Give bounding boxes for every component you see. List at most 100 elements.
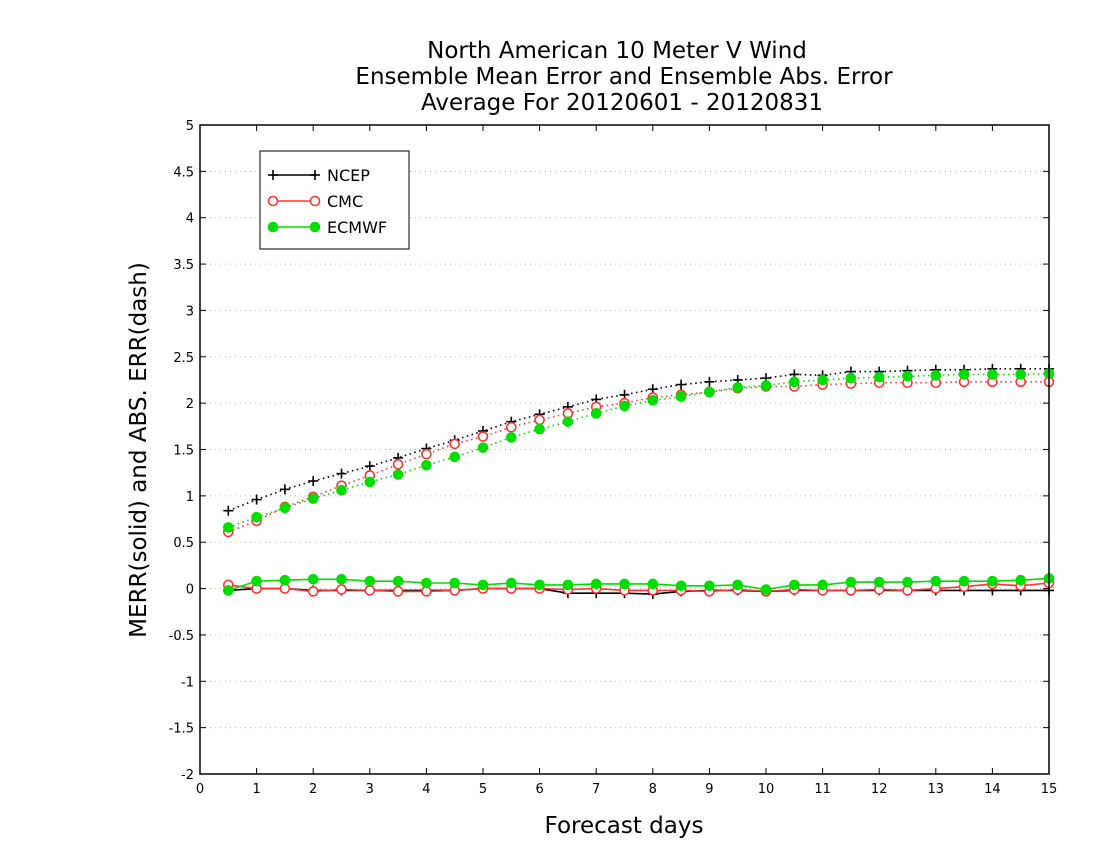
y-tick-label: 4: [186, 212, 194, 227]
y-tick-label: 3.5: [173, 258, 194, 273]
x-tick-label: 9: [705, 782, 713, 797]
y-tick-label: 3: [186, 304, 194, 319]
data-point-ecmwf: [477, 579, 489, 591]
y-tick-label: -1.5: [169, 722, 194, 737]
data-point-ncep: [251, 494, 262, 505]
data-point-ecmwf: [477, 442, 489, 453]
data-point-ecmwf: [251, 575, 262, 587]
data-point-ecmwf: [562, 579, 574, 591]
data-point-ecmwf: [392, 469, 404, 480]
data-point-ecmwf: [392, 575, 404, 587]
x-tick-label: 13: [928, 782, 945, 797]
data-point-ecmwf: [902, 576, 913, 588]
x-tick-label: 15: [1041, 782, 1058, 797]
legend-marker: [268, 170, 278, 180]
legend-item-cmc: CMC: [267, 192, 363, 211]
legend: NCEP CMC ECMWF: [259, 150, 410, 250]
x-axis-ticks: 0 1 2 3 4 5 6 7 8 9 10 11 12 13 14 15: [196, 125, 1057, 797]
data-point-ecmwf: [449, 577, 461, 589]
series-ncep-abs-error: [223, 363, 1054, 516]
data-point-ecmwf: [279, 574, 291, 586]
data-point-ecmwf: [958, 575, 970, 587]
x-tick-label: 4: [422, 782, 430, 797]
x-tick-label: 3: [366, 782, 374, 797]
data-point-ecmwf: [421, 577, 432, 589]
x-tick-label: 6: [535, 782, 543, 797]
data-point-ecmwf: [817, 374, 828, 386]
data-point-cmc: [534, 414, 545, 426]
x-tick-label: 11: [814, 782, 831, 797]
data-point-cmc: [307, 586, 319, 597]
data-point-ecmwf: [675, 391, 687, 402]
data-point-ecmwf: [364, 575, 376, 587]
legend-marker: [267, 221, 279, 233]
data-point-ecmwf: [987, 575, 998, 587]
legend-marker: [309, 221, 321, 233]
x-tick-label: 12: [871, 782, 888, 797]
data-point-ecmwf: [619, 400, 630, 412]
data-point-ncep: [676, 379, 687, 390]
data-point-ecmwf: [987, 369, 998, 380]
series-line-ecmwf: [228, 372, 1050, 529]
data-point-ecmwf: [534, 579, 545, 591]
y-tick-label: 5: [186, 119, 194, 134]
x-tick-label: 10: [758, 782, 775, 797]
data-point-ecmwf: [873, 576, 885, 588]
data-point-ecmwf: [958, 369, 970, 380]
y-tick-label: -2: [181, 768, 194, 783]
x-tick-label: 1: [252, 782, 260, 797]
data-point-ecmwf: [647, 578, 659, 590]
data-point-ncep: [279, 484, 290, 495]
data-point-ncep: [336, 468, 347, 479]
title-line-2: Ensemble Mean Error and Ensemble Abs. Er…: [355, 64, 893, 90]
x-tick-label: 5: [479, 782, 487, 797]
data-point-cmc: [336, 584, 347, 595]
data-point-ecmwf: [930, 575, 942, 587]
legend-label: ECMWF: [327, 218, 387, 237]
data-point-ecmwf: [562, 416, 574, 427]
x-tick-label: 14: [984, 782, 1001, 797]
title-line-1: North American 10 Meter V Wind: [427, 38, 807, 64]
gridlines: [200, 170, 1049, 729]
series-ecmwf-mean-error: [223, 573, 1055, 596]
data-point-ecmwf: [307, 574, 319, 585]
series-cmc-abs-error: [223, 376, 1055, 538]
data-point-ecmwf: [845, 576, 857, 588]
data-point-ecmwf: [534, 423, 545, 435]
data-point-ecmwf: [845, 372, 857, 384]
data-point-ecmwf: [704, 386, 715, 398]
x-tick-label: 0: [196, 782, 204, 797]
y-tick-label: -1: [181, 675, 194, 690]
data-point-ecmwf: [336, 574, 347, 585]
data-point-ncep: [364, 461, 375, 472]
title-line-3: Average For 20120601 - 20120831: [421, 90, 823, 116]
series-ncep-mean-error: [223, 583, 1054, 600]
data-point-ecmwf: [760, 380, 772, 391]
legend-label: CMC: [327, 192, 363, 211]
data-point-ecmwf: [590, 578, 602, 590]
y-tick-label: 2: [186, 397, 194, 412]
plot-frame: [199, 124, 1050, 775]
data-point-ecmwf: [251, 511, 262, 523]
data-point-ecmwf: [619, 578, 630, 590]
data-point-cmc: [449, 438, 461, 450]
legend-marker: [267, 195, 279, 207]
data-point-ncep: [308, 476, 319, 487]
data-point-ecmwf: [279, 502, 291, 514]
data-point-ecmwf: [675, 580, 687, 592]
data-point-ecmwf: [817, 579, 828, 591]
legend-label: NCEP: [327, 166, 370, 185]
legend-marker: [310, 170, 320, 180]
data-point-ecmwf: [873, 371, 885, 383]
data-point-cmc: [364, 585, 376, 596]
legend-item-ncep: NCEP: [268, 166, 370, 185]
data-point-cmc: [505, 421, 517, 433]
series-line-ncep: [228, 367, 1049, 512]
data-point-ecmwf: [789, 579, 800, 591]
y-axis-ticks: -2 -1.5 -1 -0.5 0 0.5 1 1.5 2 2.5 3 3.5 4 4.5 5: [169, 119, 1049, 783]
data-point-ecmwf: [590, 408, 602, 419]
data-point-ecmwf: [732, 382, 744, 393]
data-point-ecmwf: [1015, 369, 1027, 380]
data-point-cmc: [392, 459, 404, 470]
data-point-cmc: [421, 448, 432, 460]
